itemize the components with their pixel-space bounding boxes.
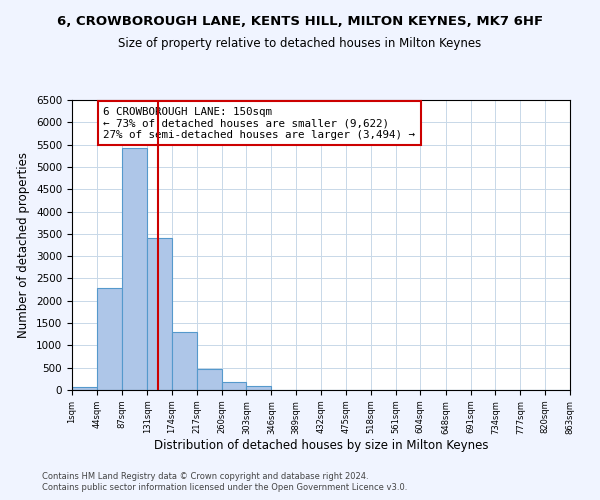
- Bar: [147, 238, 172, 390]
- Bar: [247, 386, 271, 390]
- Bar: [97, 288, 122, 390]
- Text: Contains HM Land Registry data © Crown copyright and database right 2024.: Contains HM Land Registry data © Crown c…: [42, 472, 368, 481]
- Bar: [122, 148, 147, 390]
- Text: 6 CROWBOROUGH LANE: 150sqm
← 73% of detached houses are smaller (9,622)
27% of s: 6 CROWBOROUGH LANE: 150sqm ← 73% of deta…: [103, 106, 415, 140]
- Bar: [221, 382, 247, 390]
- Text: Contains public sector information licensed under the Open Government Licence v3: Contains public sector information licen…: [42, 484, 407, 492]
- Bar: [72, 386, 97, 390]
- Text: Size of property relative to detached houses in Milton Keynes: Size of property relative to detached ho…: [118, 38, 482, 51]
- Bar: [197, 368, 221, 390]
- Bar: [172, 332, 197, 390]
- X-axis label: Distribution of detached houses by size in Milton Keynes: Distribution of detached houses by size …: [154, 440, 488, 452]
- Y-axis label: Number of detached properties: Number of detached properties: [17, 152, 31, 338]
- Text: 6, CROWBOROUGH LANE, KENTS HILL, MILTON KEYNES, MK7 6HF: 6, CROWBOROUGH LANE, KENTS HILL, MILTON …: [57, 15, 543, 28]
